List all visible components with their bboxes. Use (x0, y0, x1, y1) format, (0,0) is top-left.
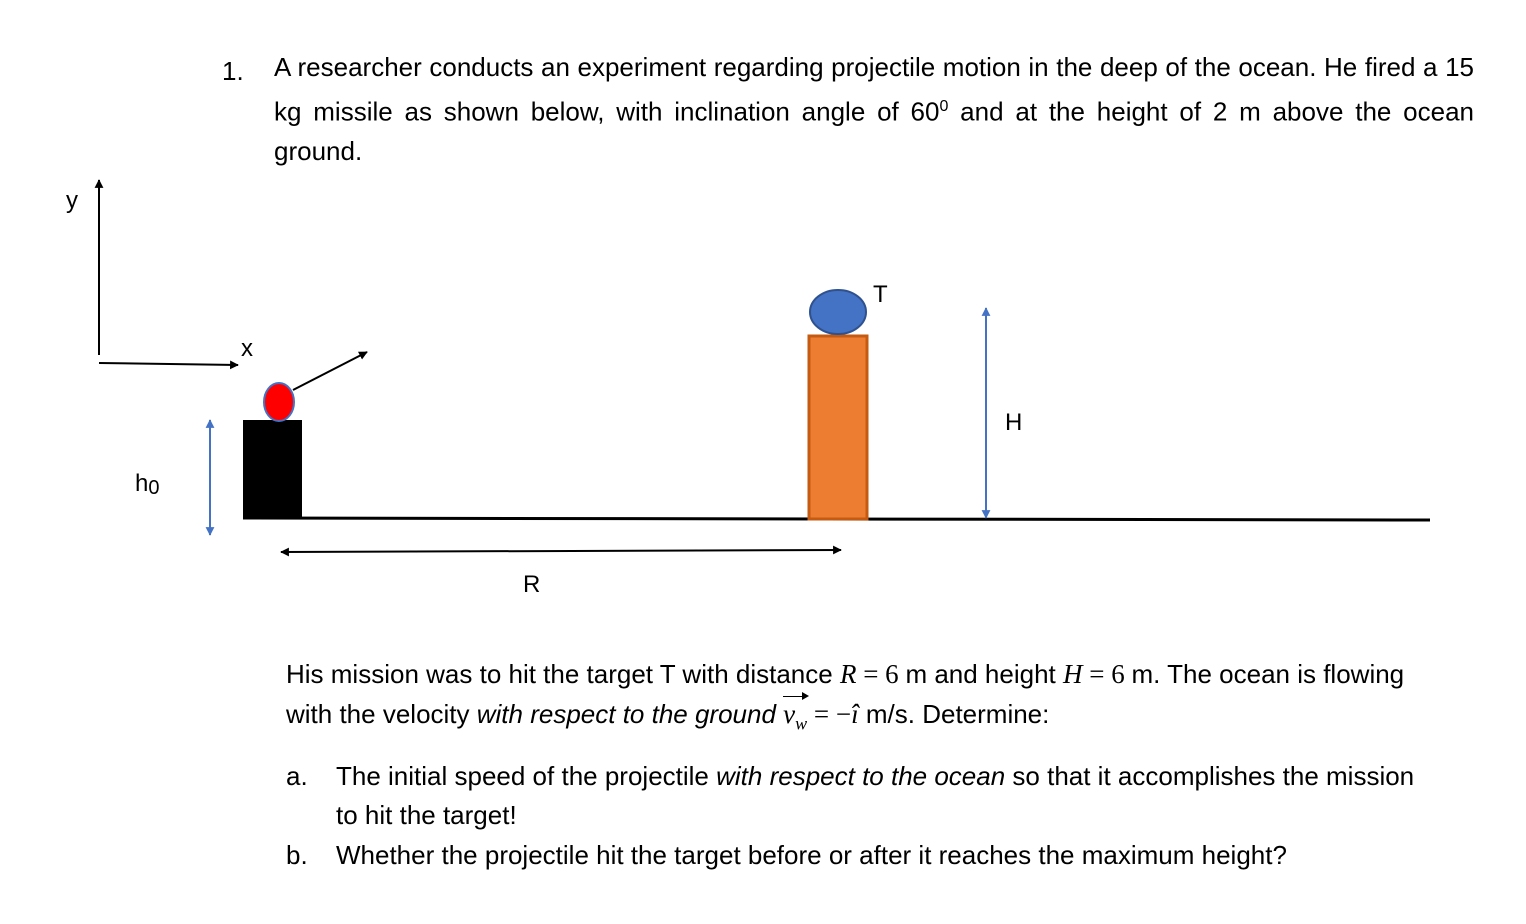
mission-text-1: His mission was to hit the target T with… (286, 659, 840, 689)
target (809, 289, 867, 335)
mission-text-2: m and height (905, 659, 1063, 689)
target-label: T (873, 281, 888, 308)
mission-text-3: m. The ocean is flowing with the velocit… (286, 659, 1405, 729)
unit-vector-i: î (851, 699, 859, 729)
y-axis-label: y (66, 187, 78, 214)
degree-superscript: 0 (939, 98, 949, 115)
launch-direction-arrow (292, 351, 368, 391)
target-height-label: H (1005, 409, 1022, 436)
target-tower (807, 334, 869, 521)
eq-H-value: = 6 (1082, 659, 1132, 689)
range-arrow (280, 545, 842, 557)
range-label: R (523, 571, 540, 598)
var-R: R (839, 659, 857, 689)
x-axis-label: x (241, 335, 253, 362)
x-axis-arrow (98, 360, 239, 370)
question-b-text: Whether the projectile hit the target be… (336, 840, 1287, 870)
question-a-text-1: The initial speed of the projectile (336, 761, 717, 791)
vec-v: v (783, 699, 796, 729)
missile (263, 382, 295, 422)
problem-number: 1. (222, 56, 244, 86)
problem-statement: A researcher conducts an experiment rega… (274, 48, 1474, 171)
velocity-vector: vw (783, 691, 810, 743)
question-a-body: The initial speed of the projectile with… (336, 757, 1416, 835)
eq-R-value: = 6 (856, 659, 906, 689)
problem-statement-text: A researcher conducts an experiment rega… (274, 52, 1474, 127)
mission-statement: His mission was to hit the target T with… (286, 654, 1406, 743)
initial-height-label: h0 (135, 470, 159, 499)
problem-statement-end: and at the height of 2 m above the ocean… (274, 96, 1474, 166)
mission-text-4: m/s. Determine: (858, 699, 1050, 729)
launcher-block (243, 420, 302, 518)
question-a-marker: a. (286, 761, 308, 791)
question-b-body: Whether the projectile hit the target be… (336, 836, 1416, 875)
question-a-emphasis: with respect to the ocean (716, 761, 1006, 791)
var-H: H (1063, 659, 1083, 689)
question-a-text-2: so that it accomplishes the mission to h… (336, 761, 1415, 830)
eq-minus: = − (807, 699, 852, 729)
mission-emphasis: with respect to the ground (476, 699, 776, 729)
vec-sub: w (795, 713, 808, 734)
question-b-marker: b. (286, 840, 308, 870)
